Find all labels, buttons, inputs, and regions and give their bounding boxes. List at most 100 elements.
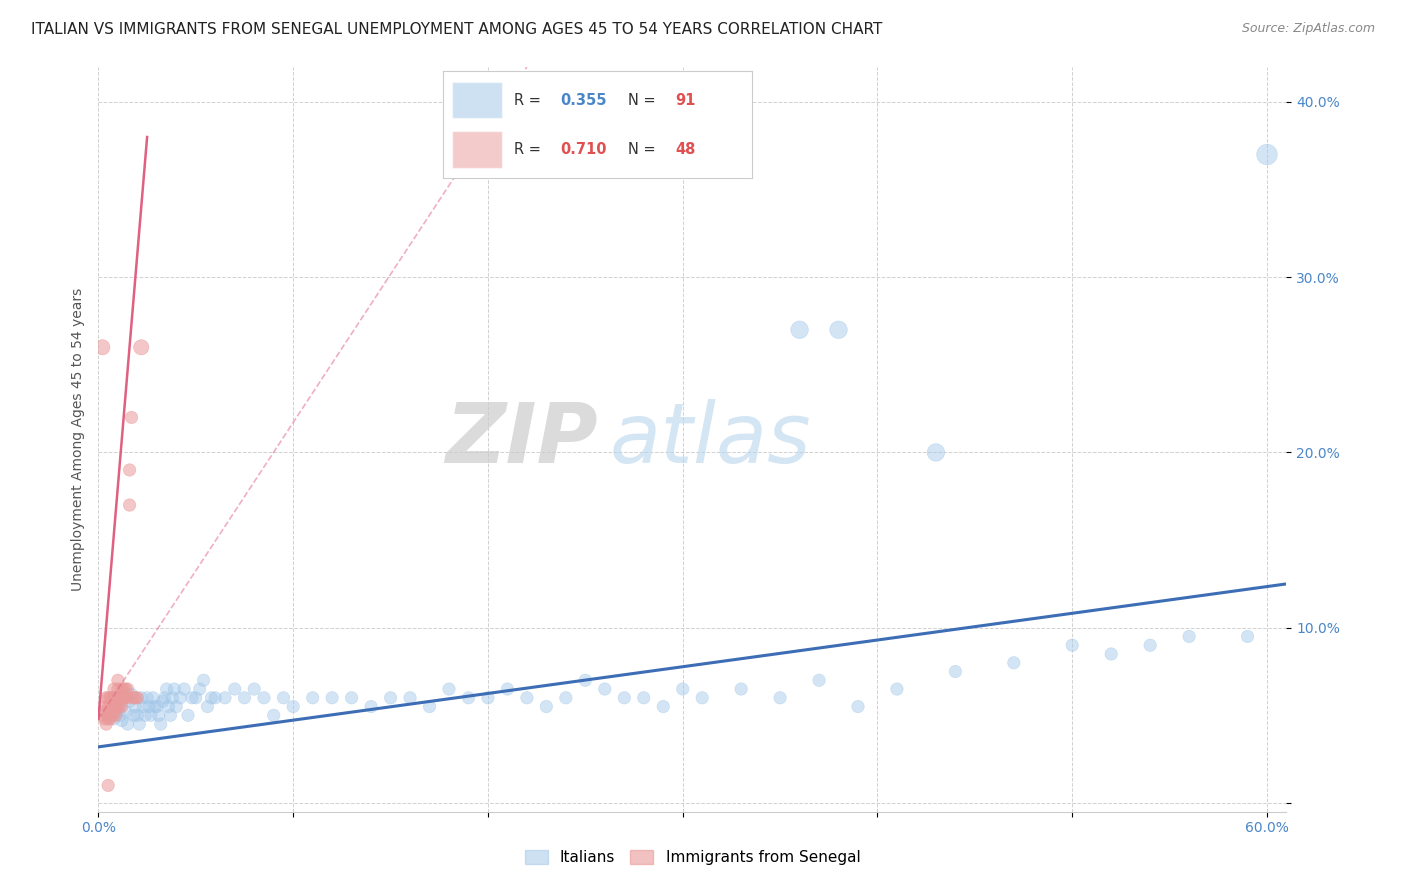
Point — [886, 681, 908, 696]
Point — [101, 690, 124, 705]
Point — [283, 699, 305, 714]
Point — [97, 708, 120, 723]
Point — [197, 699, 219, 714]
Point — [263, 708, 285, 723]
Point — [101, 708, 124, 723]
Point — [98, 690, 121, 705]
Point — [1002, 656, 1025, 670]
Point — [97, 708, 120, 723]
Legend: Italians, Immigrants from Senegal: Italians, Immigrants from Senegal — [519, 844, 866, 871]
Point — [399, 690, 422, 705]
Point — [437, 681, 460, 696]
Point — [163, 681, 186, 696]
FancyBboxPatch shape — [453, 82, 502, 119]
Point — [112, 681, 135, 696]
Point — [243, 681, 266, 696]
Point — [117, 681, 139, 696]
Point — [107, 690, 129, 705]
Point — [104, 708, 127, 723]
Point — [169, 690, 191, 705]
Point — [496, 681, 519, 696]
Point — [96, 699, 118, 714]
Text: N =: N = — [628, 142, 661, 157]
Point — [112, 690, 135, 705]
Point — [97, 690, 120, 705]
Point — [107, 681, 129, 696]
Point — [103, 681, 125, 696]
Point — [107, 699, 129, 714]
Point — [134, 708, 156, 723]
Point — [114, 681, 136, 696]
Point — [593, 681, 616, 696]
Point — [111, 699, 134, 714]
Point — [1178, 630, 1201, 644]
Text: Source: ZipAtlas.com: Source: ZipAtlas.com — [1241, 22, 1375, 36]
Point — [127, 690, 149, 705]
Point — [103, 699, 125, 714]
Point — [91, 708, 114, 723]
Point — [554, 690, 576, 705]
Point — [117, 690, 139, 705]
Text: 48: 48 — [675, 142, 695, 157]
Point — [1062, 638, 1084, 652]
Point — [152, 694, 174, 708]
Point — [769, 690, 792, 705]
Point — [104, 705, 127, 719]
Point — [132, 699, 155, 714]
Point — [128, 717, 150, 731]
Point — [188, 681, 211, 696]
Point — [143, 699, 166, 714]
Point — [730, 681, 752, 696]
Point — [111, 690, 134, 705]
Point — [516, 690, 538, 705]
Point — [98, 705, 121, 719]
Point — [139, 708, 162, 723]
Point — [111, 714, 134, 728]
Y-axis label: Unemployment Among Ages 45 to 54 years: Unemployment Among Ages 45 to 54 years — [70, 288, 84, 591]
Point — [104, 690, 127, 705]
Point — [672, 681, 695, 696]
Point — [111, 681, 134, 696]
Point — [789, 323, 811, 337]
Point — [360, 699, 382, 714]
Point — [107, 699, 129, 714]
Point — [129, 690, 152, 705]
Point — [159, 708, 181, 723]
Point — [98, 712, 121, 726]
Point — [224, 681, 246, 696]
Point — [477, 690, 499, 705]
Point — [107, 694, 129, 708]
Point — [124, 690, 146, 705]
Point — [173, 681, 195, 696]
Point — [301, 690, 323, 705]
Text: R =: R = — [515, 142, 546, 157]
Point — [846, 699, 869, 714]
Text: 0.710: 0.710 — [561, 142, 607, 157]
Point — [321, 690, 343, 705]
Point — [101, 699, 124, 714]
Point — [1236, 630, 1258, 644]
Text: ZIP: ZIP — [444, 399, 598, 480]
Point — [122, 690, 145, 705]
Point — [233, 690, 256, 705]
Point — [97, 699, 120, 714]
Point — [184, 690, 207, 705]
Point — [633, 690, 655, 705]
Point — [118, 498, 141, 512]
Point — [457, 690, 479, 705]
Point — [180, 690, 202, 705]
Point — [652, 699, 675, 714]
Point — [108, 708, 131, 723]
Point — [153, 690, 176, 705]
Point — [96, 690, 118, 705]
Text: atlas: atlas — [609, 399, 811, 480]
Point — [112, 690, 135, 705]
Point — [122, 708, 145, 723]
Point — [97, 712, 120, 726]
Point — [114, 690, 136, 705]
Text: ITALIAN VS IMMIGRANTS FROM SENEGAL UNEMPLOYMENT AMONG AGES 45 TO 54 YEARS CORREL: ITALIAN VS IMMIGRANTS FROM SENEGAL UNEMP… — [31, 22, 883, 37]
Point — [157, 699, 180, 714]
Point — [1099, 647, 1122, 661]
Text: N =: N = — [628, 93, 661, 108]
Point — [613, 690, 636, 705]
